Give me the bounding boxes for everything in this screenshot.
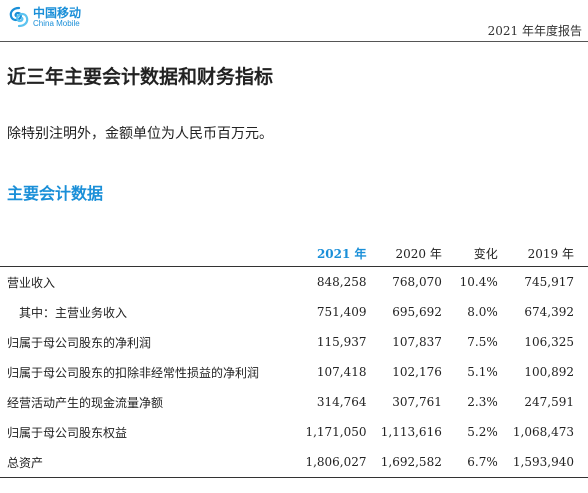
row-label: 营业收入	[7, 275, 56, 290]
value-change: 2.3%	[467, 395, 498, 409]
row-label: 总资产	[0, 447, 279, 478]
logo-english-name: China Mobile	[33, 18, 80, 28]
value-change: 8.0%	[467, 305, 498, 319]
table-row: 其中：主营业务收入 751,409 695,692 8.0% 674,392	[0, 297, 588, 327]
value-2019: 674,392	[524, 305, 574, 319]
header-2021: 2021 年	[278, 240, 367, 267]
value-2021: 1,171,050	[305, 425, 367, 439]
china-mobile-logo: 中国移动 China Mobile	[8, 6, 81, 28]
logo-chinese-name: 中国移动	[33, 5, 82, 20]
value-2020: 1,113,616	[380, 425, 442, 439]
value-2021: 751,409	[316, 305, 367, 319]
header-2020: 2020 年	[366, 240, 442, 267]
unit-note: 除特别注明外，金额单位为人民币百万元。	[7, 126, 273, 142]
table-row: 营业收入 848,258 768,070 10.4% 745,917	[0, 267, 588, 298]
value-2021: 848,258	[316, 275, 367, 289]
row-label: 其中：主营业务收入	[19, 305, 128, 320]
row-label: 归属于母公司股东的净利润	[7, 335, 152, 350]
value-2020: 1,692,582	[366, 447, 442, 478]
value-2020: 695,692	[392, 305, 442, 319]
header-label-cell	[0, 240, 279, 267]
table-row: 归属于母公司股东权益 1,171,050 1,113,616 5.2% 1,06…	[0, 417, 588, 447]
value-2019: 100,892	[524, 365, 574, 379]
value-2020: 102,176	[392, 365, 442, 379]
report-tag: 2021 年年度报告	[487, 24, 582, 38]
value-change: 7.5%	[467, 335, 498, 349]
value-2020: 768,070	[392, 275, 442, 289]
value-2019: 1,068,473	[512, 425, 574, 439]
value-2021: 1,806,027	[278, 447, 367, 478]
value-2019: 745,917	[524, 275, 574, 289]
table-row: 总资产 1,806,027 1,692,582 6.7% 1,593,940	[0, 447, 588, 478]
value-2021: 115,937	[316, 335, 367, 349]
header-divider	[0, 41, 588, 42]
value-2019: 106,325	[524, 335, 574, 349]
page-header: 中国移动 China Mobile 2021 年年度报告	[0, 0, 588, 44]
value-change: 10.4%	[459, 275, 498, 289]
table-header-row: 2021 年 2020 年 变化 2019 年	[0, 240, 588, 267]
table-row: 归属于母公司股东的扣除非经常性损益的净利润 107,418 102,176 5.…	[0, 357, 588, 387]
accounting-data-table: 2021 年 2020 年 变化 2019 年 营业收入 848,258 768…	[0, 240, 588, 478]
value-change: 6.7%	[441, 447, 498, 478]
value-change: 5.2%	[467, 425, 498, 439]
section-title: 主要会计数据	[7, 184, 104, 203]
table-row: 归属于母公司股东的净利润 115,937 107,837 7.5% 106,32…	[0, 327, 588, 357]
header-2019: 2019 年	[497, 240, 588, 267]
value-2020: 307,761	[392, 395, 442, 409]
page-title: 近三年主要会计数据和财务指标	[7, 66, 274, 88]
value-2019: 1,593,940	[497, 447, 588, 478]
row-label: 归属于母公司股东的扣除非经常性损益的净利润	[7, 365, 260, 380]
logo-wordmark: 中国移动 China Mobile	[33, 7, 81, 28]
table-row: 经营活动产生的现金流量净额 314,764 307,761 2.3% 247,5…	[0, 387, 588, 417]
value-2021: 107,418	[316, 365, 367, 379]
china-mobile-logo-icon	[9, 6, 29, 28]
value-2019: 247,591	[524, 395, 574, 409]
value-change: 5.1%	[467, 365, 498, 379]
value-2020: 107,837	[392, 335, 442, 349]
row-label: 经营活动产生的现金流量净额	[7, 395, 164, 410]
row-label: 归属于母公司股东权益	[7, 425, 128, 440]
header-change: 变化	[441, 240, 498, 267]
value-2021: 314,764	[316, 395, 367, 409]
